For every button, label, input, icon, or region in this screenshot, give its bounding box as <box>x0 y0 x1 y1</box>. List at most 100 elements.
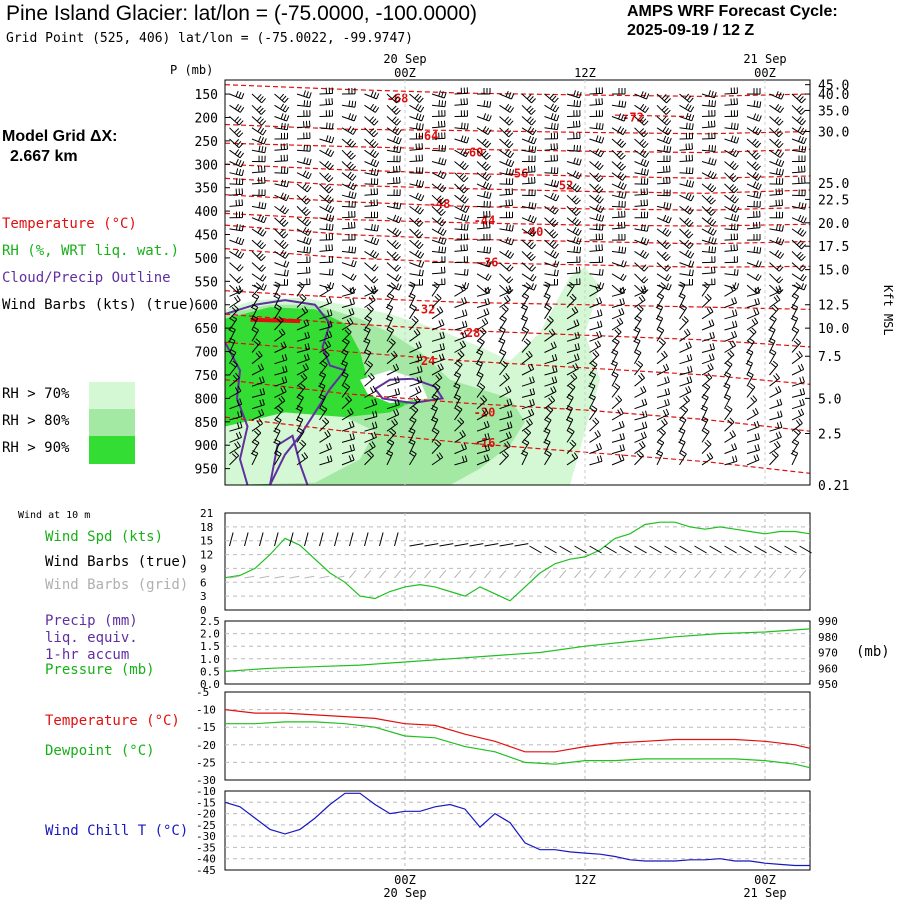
windchill-panel-ytick: -30 <box>196 830 216 843</box>
wind-barb-feather <box>521 295 528 300</box>
wind-barb-staff <box>611 449 625 455</box>
wind-barb-feather <box>432 430 438 435</box>
wind-barb-feather <box>325 135 329 142</box>
wind-barb-feather <box>688 269 691 276</box>
wind-barb-feather <box>530 136 534 143</box>
wind-barb-staff <box>746 284 758 294</box>
wind-barb-feather <box>438 90 441 97</box>
wind-barb-feather <box>622 297 625 305</box>
wind-barb-feather <box>576 319 580 326</box>
wind-barb-feather <box>736 137 740 144</box>
wind-barb-feather <box>778 199 780 206</box>
wind-barb-feather <box>285 195 290 201</box>
wind-barb-feather <box>704 295 710 301</box>
wind-barb-feather <box>256 105 262 111</box>
wind-barb-feather <box>438 452 444 458</box>
wind-barb-feather <box>532 275 537 282</box>
wind-barb-staff <box>476 303 490 308</box>
wind-barb-feather <box>352 432 355 440</box>
wind-barb-staff <box>589 239 603 241</box>
wind-barb-feather <box>679 438 686 443</box>
wind10-true-barb <box>424 543 439 547</box>
wind-barb-staff <box>656 217 670 224</box>
wind-barb-feather <box>390 428 397 434</box>
wind-barb-feather <box>237 150 242 157</box>
wind-barb-feather <box>634 317 641 323</box>
wind-barb-feather <box>528 96 534 102</box>
wind-barb-feather <box>709 363 714 369</box>
temperature-contour-label--44: -44 <box>474 213 496 227</box>
wind-barb-feather <box>749 337 755 343</box>
wind-barb-feather <box>750 397 755 403</box>
wind-barb-staff <box>544 453 552 466</box>
wind-barb-feather <box>601 137 605 144</box>
wind-barb-feather <box>781 169 784 176</box>
wind-barb-staff <box>341 104 355 108</box>
wind-barb-feather <box>419 208 424 215</box>
wind-barb-staff <box>701 104 715 108</box>
wind-barb-feather <box>633 340 640 344</box>
wind-speed-panel-ytick: 15 <box>200 535 213 548</box>
wind-barb-staff <box>476 104 490 108</box>
wind10-true-barb <box>799 545 812 554</box>
wind10-grid-barb <box>349 569 357 579</box>
wind-barb-staff <box>679 160 693 162</box>
wind-barb-staff <box>769 104 781 114</box>
wind-barb-staff <box>769 273 780 284</box>
wind-barb-feather <box>712 331 715 338</box>
wind-barb-feather <box>372 385 377 392</box>
wind-barb-staff <box>724 103 738 106</box>
wind-barb-feather <box>576 145 578 152</box>
wind-barb-staff <box>409 104 421 113</box>
wind-barb-feather <box>656 329 663 334</box>
wind-barb-feather <box>645 161 650 167</box>
wind-barb-feather <box>781 225 784 232</box>
wind-barb-feather <box>373 92 377 98</box>
wind10-grid-barb <box>709 569 717 579</box>
wind-barb-feather <box>229 326 236 331</box>
wind-barb-feather <box>578 266 581 273</box>
wind-barb-staff <box>476 284 488 294</box>
wind-barb-feather <box>233 304 239 310</box>
wind-barb-feather <box>567 284 573 289</box>
wind-barb-staff <box>634 290 647 297</box>
wind-barb-feather <box>620 154 626 160</box>
wind-barb-staff <box>431 228 444 236</box>
wind-barb-feather <box>635 363 642 368</box>
wind-barb-feather <box>690 252 695 259</box>
wind-barb-staff <box>341 227 356 230</box>
wind-barb-feather <box>640 199 642 206</box>
pressure-unit-label: (mb) <box>856 644 890 660</box>
wind-barb-staff <box>746 116 760 122</box>
wind-barb-staff <box>566 368 579 376</box>
wind-barb-feather <box>639 128 645 134</box>
wind-barb-feather <box>641 294 646 301</box>
wind-barb-feather <box>282 366 285 373</box>
wind-barb-feather <box>397 376 400 383</box>
wind-barb-feather <box>796 240 802 246</box>
wind-barb-staff <box>499 183 513 185</box>
wind-barb-feather <box>386 295 393 300</box>
wind-barb-feather <box>259 229 265 235</box>
wind-barb-staff <box>746 386 756 398</box>
wind10-true-barb <box>529 545 542 554</box>
legend-rh70-swatch <box>89 382 135 409</box>
wind-barb-feather <box>611 360 618 364</box>
wind-barb-staff <box>611 438 625 443</box>
wind-barb-feather <box>622 129 627 135</box>
wind-barb-feather <box>324 184 330 190</box>
wind-barb-feather <box>235 432 240 439</box>
wind-barb-staff <box>679 359 693 365</box>
wind-barb-feather <box>252 441 258 446</box>
wind-barb-feather <box>464 164 469 171</box>
wind-barb-feather <box>778 159 782 166</box>
wind-barb-feather <box>705 374 710 380</box>
wind-barb-feather <box>618 222 620 229</box>
wind-barb-feather <box>729 285 734 292</box>
wind10-true-barb <box>244 532 249 547</box>
wind-barb-feather <box>688 193 692 200</box>
wind-barb-feather <box>233 296 239 303</box>
wind-barb-feather <box>543 441 550 446</box>
wind-barb-feather <box>342 348 349 353</box>
wind-barb-feather <box>476 360 483 364</box>
